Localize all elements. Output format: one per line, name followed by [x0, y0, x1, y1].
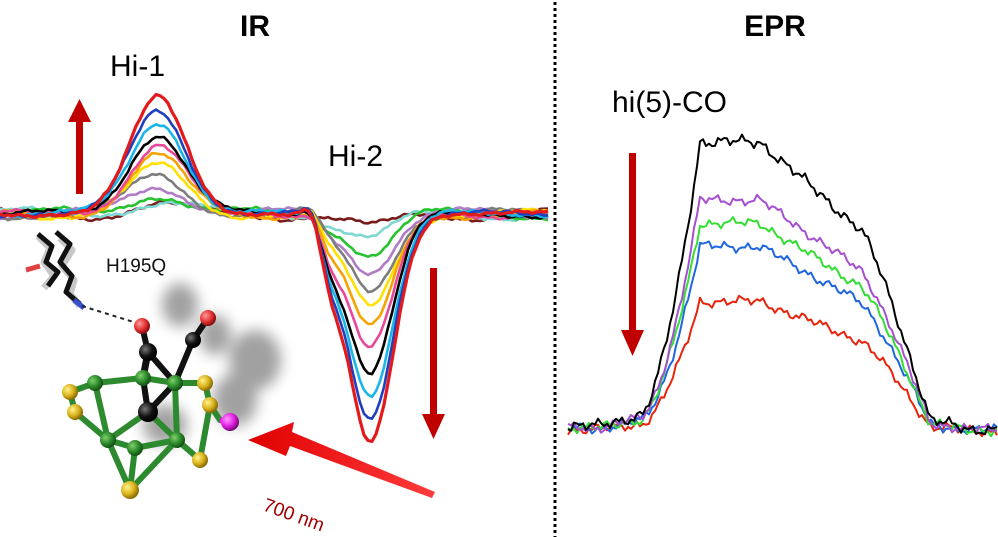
wavelength-label: 700 nm [260, 495, 327, 536]
cluster-shadow [143, 283, 281, 445]
epr-panel: EPR hi(5)-CO [567, 10, 998, 438]
species-label: hi(5)-CO [612, 86, 727, 119]
epr-trace [567, 294, 998, 438]
light-beam-arrow [248, 422, 435, 498]
epr-decrease-arrow [621, 153, 644, 356]
epr-traces [567, 133, 998, 438]
mutant-label: H195Q [106, 256, 166, 277]
ir-traces [0, 93, 549, 443]
epr-trace [567, 133, 998, 436]
epr-trace [567, 216, 998, 438]
increase-arrow [68, 99, 91, 194]
h195q-residue [25, 230, 141, 325]
h-bond-dashes [81, 305, 141, 325]
ir-trace [0, 151, 549, 326]
iron-sulfur-cluster [62, 310, 239, 499]
ir-title: IR [240, 10, 270, 43]
decrease-arrow [422, 268, 445, 439]
ir-trace [0, 186, 549, 277]
peak-hi1-label: Hi-1 [110, 50, 165, 83]
ir-panel: IR Hi-1 Hi-2 H195Q [0, 10, 549, 536]
epr-title: EPR [744, 10, 806, 43]
epr-trace [567, 193, 998, 434]
ir-trace [0, 93, 549, 443]
peak-hi2-label: Hi-2 [328, 140, 383, 173]
